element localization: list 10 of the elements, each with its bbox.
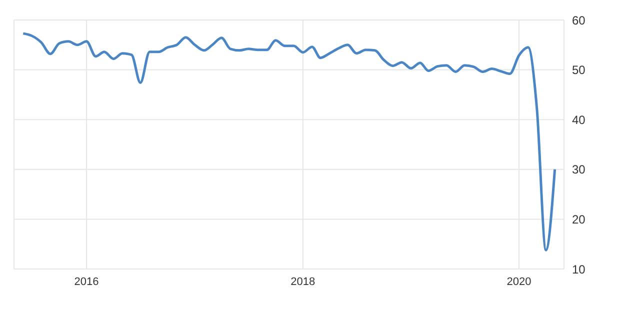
y-tick-label: 10 xyxy=(572,262,586,276)
y-tick-label: 40 xyxy=(572,112,586,127)
y-tick-label: 20 xyxy=(572,212,586,226)
y-tick-label: 30 xyxy=(572,162,586,177)
y-tick-label: 50 xyxy=(572,63,586,78)
y-tick-label: 60 xyxy=(572,13,586,28)
x-tick-label: 2020 xyxy=(506,276,532,288)
x-tick-label: 2016 xyxy=(74,276,99,288)
x-tick-label: 2018 xyxy=(290,276,316,288)
line-series xyxy=(22,32,556,252)
